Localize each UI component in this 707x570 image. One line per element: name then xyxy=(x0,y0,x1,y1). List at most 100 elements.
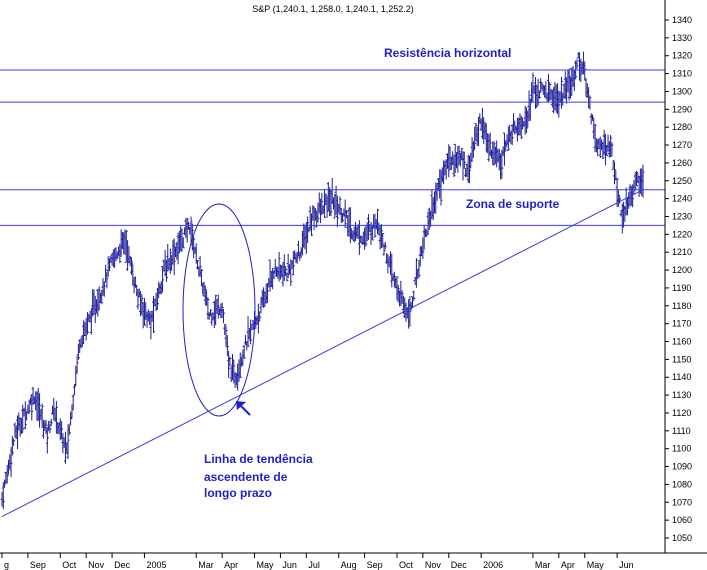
ohlc-bar xyxy=(76,343,80,360)
ohlc-bar xyxy=(488,132,492,156)
x-tick-label: Mar xyxy=(198,560,214,570)
ohlc-bar xyxy=(70,404,74,419)
x-tick-label: May xyxy=(257,560,275,570)
ohlc-bar xyxy=(23,401,27,430)
ohlc-bar xyxy=(71,394,75,410)
y-tick-label: 1340 xyxy=(672,15,692,25)
ohlc-bar xyxy=(601,141,605,160)
ohlc-bar xyxy=(168,248,172,274)
x-tick-label: Oct xyxy=(62,560,77,570)
ohlc-bar xyxy=(136,288,140,310)
x-tick-label: 2005 xyxy=(146,560,166,570)
y-tick-label: 1320 xyxy=(672,51,692,61)
annotation-trend-line1: Linha de tendência xyxy=(204,452,313,466)
ohlc-bar xyxy=(500,149,504,179)
ohlc-bars xyxy=(0,51,645,510)
ohlc-bar xyxy=(277,251,281,282)
ohlc-bar xyxy=(124,230,128,263)
ohlc-bar xyxy=(376,208,380,235)
ohlc-bar xyxy=(381,232,385,248)
ohlc-bar xyxy=(232,359,236,384)
x-tick-label: Apr xyxy=(561,560,575,570)
ohlc-bar xyxy=(610,142,614,157)
y-ticks: 1050 1060 1070 1080 1090 1100 1110 1120 1130 1140… xyxy=(665,15,692,543)
ohlc-bar xyxy=(641,164,645,198)
ohlc-bar xyxy=(474,123,478,142)
annotation-support: Zona de suporte xyxy=(466,197,560,211)
x-tick-label: Sep xyxy=(30,560,46,570)
y-tick-label: 1160 xyxy=(672,337,691,347)
ohlc-bar xyxy=(227,350,231,378)
ohlc-bar xyxy=(273,258,277,275)
x-tick-label: Jun xyxy=(619,560,634,570)
y-tick-label: 1330 xyxy=(672,33,692,43)
ohlc-bar xyxy=(249,319,253,345)
highlight-ellipse xyxy=(182,203,256,417)
ohlc-bar xyxy=(172,238,176,276)
x-tick-label: Dec xyxy=(114,560,131,570)
ohlc-bar xyxy=(593,123,597,152)
ohlc-bar xyxy=(142,297,146,326)
y-tick-label: 1080 xyxy=(672,479,692,489)
ohlc-bar xyxy=(319,198,323,224)
ohlc-bar xyxy=(613,161,617,185)
y-tick-label: 1280 xyxy=(672,122,692,132)
ohlc-bar xyxy=(228,356,232,367)
ohlc-bar xyxy=(631,184,635,208)
x-tick-label: Oct xyxy=(399,560,414,570)
ohlc-bar xyxy=(615,178,619,207)
ohlc-bar xyxy=(343,199,347,228)
ohlc-bar xyxy=(161,266,165,293)
ohlc-bar xyxy=(324,193,328,206)
ohlc-bar xyxy=(221,309,225,324)
ohlc-bar xyxy=(265,283,269,304)
ohlc-bar xyxy=(206,297,210,320)
y-tick-label: 1270 xyxy=(672,140,692,150)
annotation-resistance: Resistência horizontal xyxy=(384,46,511,60)
ohlc-bar xyxy=(392,271,396,288)
ohlc-bar xyxy=(208,309,212,317)
x-tick-label: Jun xyxy=(282,560,297,570)
ohlc-bar xyxy=(224,325,228,348)
x-tick-label: Nov xyxy=(425,560,442,570)
ohlc-bar xyxy=(383,241,387,250)
x-tick-label: Sep xyxy=(367,560,383,570)
ohlc-bar xyxy=(414,258,418,288)
y-tick-label: 1180 xyxy=(672,301,691,311)
ohlc-bar xyxy=(164,259,168,282)
ohlc-bar xyxy=(152,296,156,333)
plot-area: Resistência horizontal Zona de suporte L… xyxy=(0,46,665,518)
ohlc-bar xyxy=(102,281,106,297)
horizontal-lines xyxy=(0,69,665,226)
ohlc-bar xyxy=(223,323,227,335)
ohlc-bar xyxy=(225,335,229,357)
ohlc-bar xyxy=(452,154,456,178)
ohlc-bar xyxy=(611,160,615,170)
x-tick-label: g xyxy=(4,560,9,570)
ohlc-bar xyxy=(531,72,535,102)
ohlc-bar xyxy=(75,355,79,374)
ohlc-bar xyxy=(146,309,150,322)
ohlc-bar xyxy=(107,258,111,272)
ohlc-bar xyxy=(567,68,571,101)
ohlc-bar xyxy=(286,253,290,279)
ohlc-bar xyxy=(559,76,563,109)
ohlc-bar xyxy=(537,90,541,99)
y-tick-label: 1250 xyxy=(672,176,692,186)
y-tick-label: 1190 xyxy=(672,283,691,293)
ohlc-bar xyxy=(575,59,579,70)
ohlc-bar xyxy=(329,189,333,217)
ohlc-bar xyxy=(583,61,587,81)
ohlc-bar xyxy=(618,194,622,204)
ohlc-bar xyxy=(506,126,510,151)
ohlc-bar xyxy=(338,196,342,216)
x-tick-label: Aug xyxy=(341,560,357,570)
ohlc-bar xyxy=(633,172,637,189)
ohlc-bar xyxy=(462,151,466,169)
ohlc-bar xyxy=(412,290,416,302)
ohlc-bar xyxy=(54,400,58,434)
y-tick-label: 1120 xyxy=(672,408,691,418)
y-tick-label: 1070 xyxy=(672,497,692,507)
y-tick-label: 1150 xyxy=(672,354,691,364)
